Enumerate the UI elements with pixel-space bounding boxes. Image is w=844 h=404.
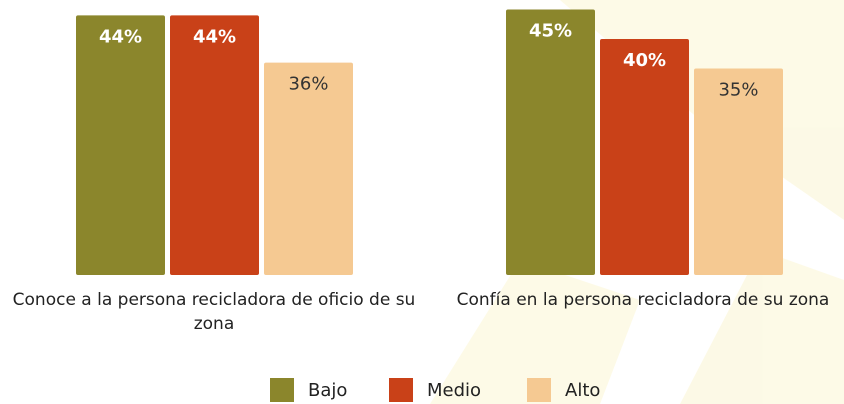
legend-swatch — [389, 378, 413, 402]
value-label: 44% — [193, 26, 236, 47]
legend-label: Bajo — [308, 380, 347, 401]
chart: 44% 44% 36% 45% 40% 35% Bajo Medio Alto — [0, 0, 844, 404]
legend-swatch — [527, 378, 551, 402]
bar — [506, 10, 595, 276]
value-label: 36% — [288, 74, 328, 95]
page: {"chart_data": {"type": "bar", "categori… — [0, 0, 844, 404]
category-label: Conoce a la persona recicladora de ofici… — [0, 288, 434, 336]
value-label: 40% — [623, 50, 666, 71]
bar — [76, 15, 165, 275]
value-label: 45% — [529, 21, 572, 42]
legend-label: Alto — [565, 380, 600, 401]
legend-swatch — [270, 378, 294, 402]
value-label: 35% — [718, 80, 758, 101]
legend-label: Medio — [427, 380, 481, 401]
category-label: Confía en la persona recicladora de su z… — [423, 288, 844, 312]
bar — [170, 15, 259, 275]
bar — [600, 39, 689, 275]
value-label: 44% — [99, 26, 142, 47]
